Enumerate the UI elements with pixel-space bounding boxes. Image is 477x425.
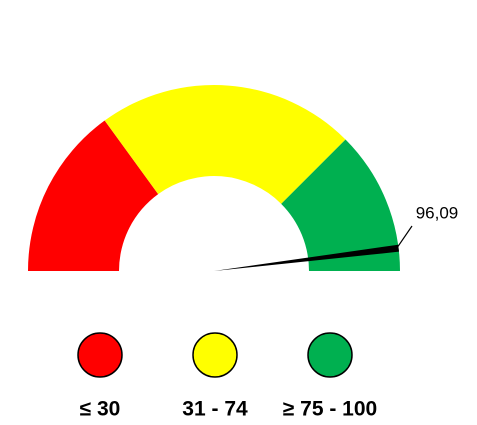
legend-swatch (307, 332, 353, 378)
gauge-band (104, 85, 346, 204)
gauge-band (28, 120, 159, 271)
gauge-band (281, 139, 400, 271)
legend-swatch (192, 332, 238, 378)
value-leader (396, 225, 413, 249)
gauge-needle (214, 244, 400, 271)
legend-label: ≥ 75 - 100 (283, 398, 377, 421)
legend-swatch (77, 332, 123, 378)
value-label: 96,09 (416, 203, 459, 222)
legend-label: ≤ 30 (80, 398, 121, 421)
legend-label: 31 - 74 (182, 398, 248, 421)
